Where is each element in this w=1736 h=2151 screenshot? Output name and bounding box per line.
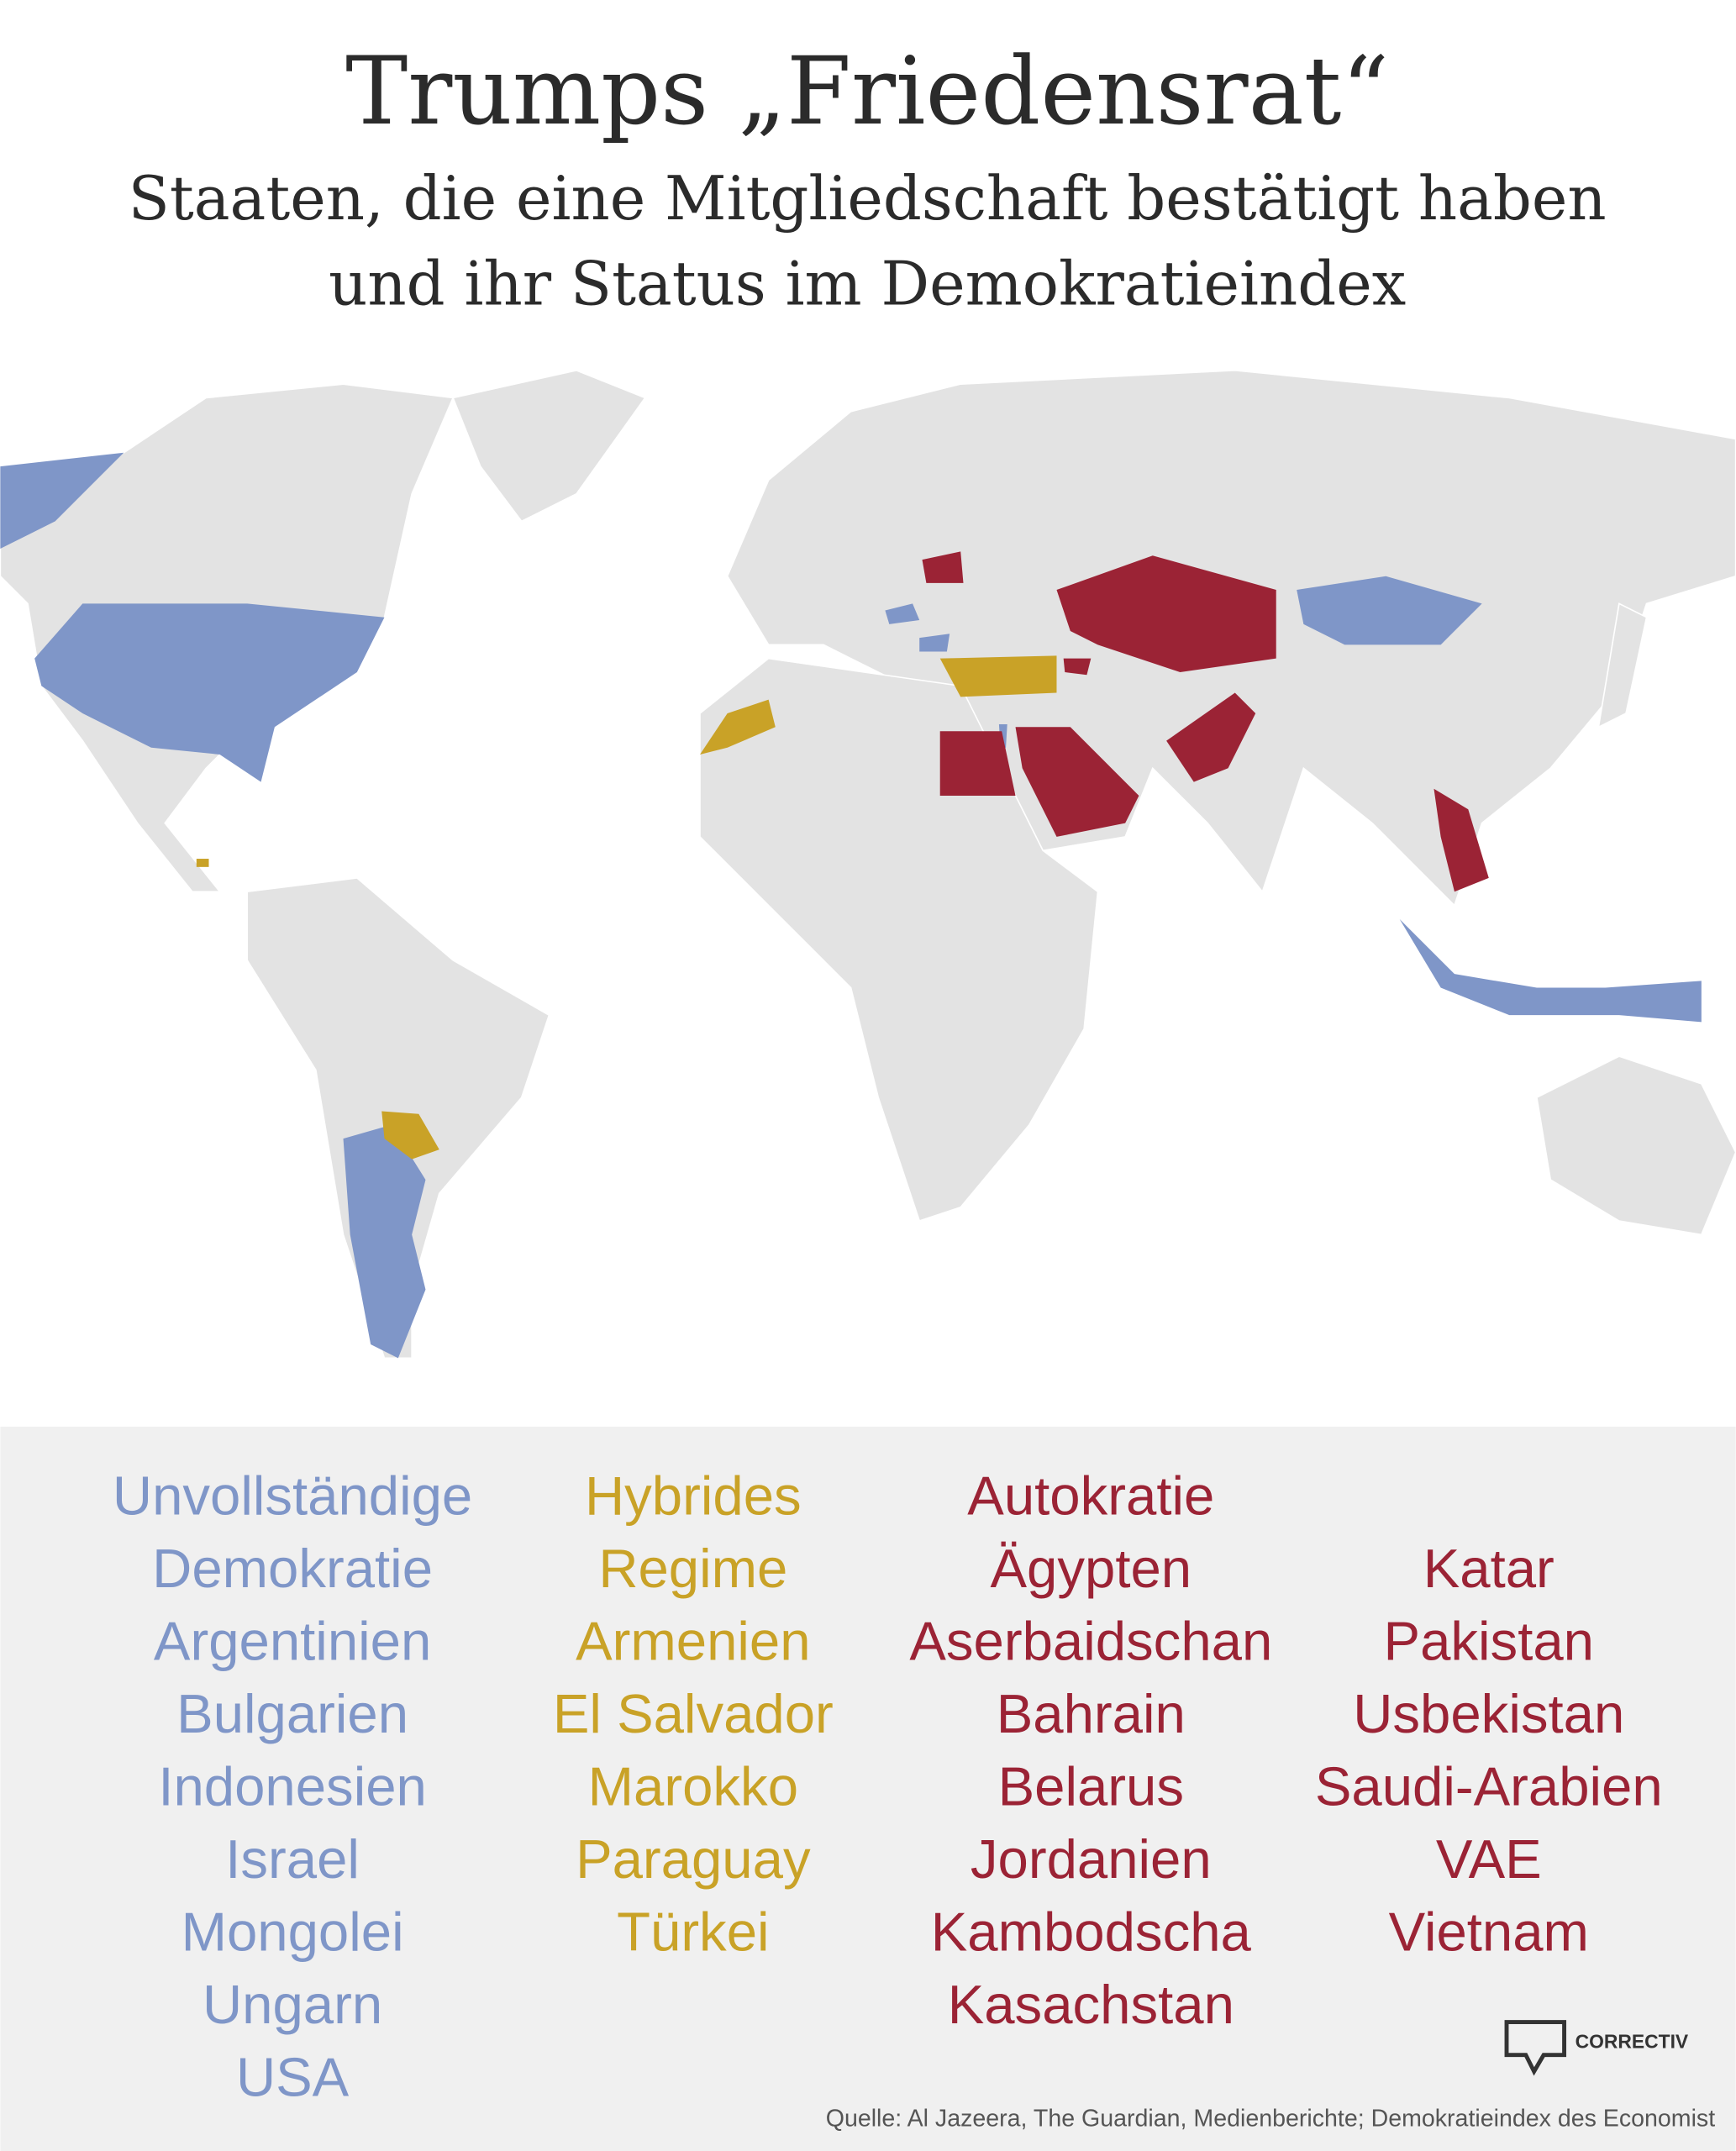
indonesia [1399,918,1702,1023]
legend-country: Jordanien [971,1828,1212,1890]
legend-heading: Autokratie [967,1465,1214,1526]
legend-country: Bulgarien [176,1683,408,1744]
legend-country: Türkei [617,1901,769,1963]
logo-icon [1504,2020,1567,2076]
argentina [343,1124,426,1359]
legend-country: USA [236,2047,350,2108]
saudi-arabia [1015,727,1139,837]
usa [34,603,385,782]
mongolia [1297,576,1482,645]
title: Trumps „Friedensrat“ [345,38,1389,146]
legend-country: VAE [1436,1828,1542,1890]
legend-country: Ägypten [991,1538,1192,1599]
el-salvador [196,859,209,867]
legend-country: Aserbaidschan [909,1611,1272,1672]
legend-country: Katar [1423,1538,1555,1599]
turkey [939,655,1057,697]
logo: CORRECTIV [1504,2020,1689,2076]
bulgaria [919,634,950,652]
legend-heading: Hybrides [585,1465,802,1526]
azerbaijan [1063,658,1092,676]
legend-country: Marokko [588,1756,798,1817]
world-map [0,369,1736,1359]
source: Quelle: Al Jazeera, The Guardian, Medien… [826,2106,1715,2133]
legend-country: Mongolei [181,1901,404,1963]
australia [1536,1055,1736,1236]
legend-heading: Demokratie [152,1538,433,1599]
egypt [939,731,1016,796]
legend-country: Armenien [576,1611,810,1672]
legend-country: Indonesien [158,1756,427,1817]
belarus [922,551,964,583]
logo-text: CORRECTIV [1576,2031,1689,2053]
legend-country: El Salvador [553,1683,834,1744]
legend-country: Belarus [998,1756,1184,1817]
legend-panel [0,1426,1736,2151]
paraguay [381,1111,439,1160]
hungary [885,603,920,624]
legend-country: Kasachstan [948,1974,1234,2035]
legend: Unvollständige Demokratie Argentinien Bulga… [113,1465,1663,2107]
legend-country: Saudi-Arabien [1315,1756,1663,1817]
legend-country: Israel [225,1828,360,1890]
japan [1597,602,1648,728]
legend-country: Bahrain [997,1683,1186,1744]
legend-country: Argentinien [154,1611,431,1672]
alaska [0,452,124,550]
legend-heading: Unvollständige [113,1465,472,1526]
legend-country: Kambodscha [931,1901,1252,1963]
legend-country: Pakistan [1384,1611,1594,1672]
legend-country: Vietnam [1389,1901,1589,1963]
morocco [700,699,776,755]
legend-country: Usbekistan [1353,1683,1624,1744]
greenland [452,369,646,523]
legend-country: Ungarn [203,1974,382,2035]
subtitle: Staaten, die eine Mitgliedschaft bestäti… [129,163,1607,234]
pakistan [1166,692,1256,782]
legend-country: Paraguay [576,1828,811,1890]
kazakhstan [1056,555,1276,672]
subtitle: und ihr Status im Demokratieindex [329,248,1406,318]
legend-heading: Regime [598,1538,787,1599]
africa [699,657,1099,1223]
vietnam [1434,788,1489,892]
